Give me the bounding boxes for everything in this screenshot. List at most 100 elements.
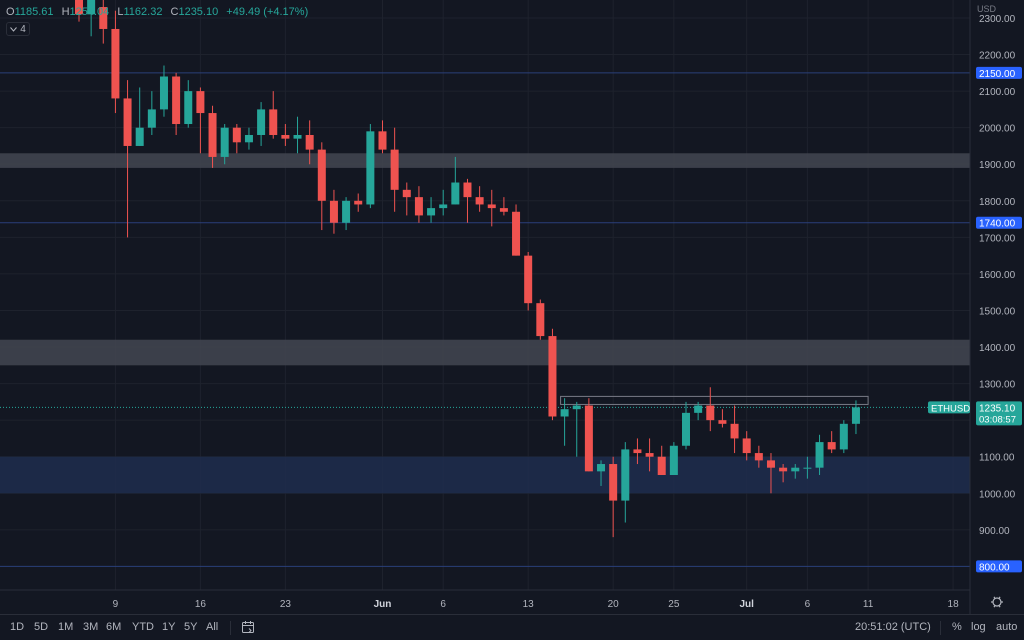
candle-body — [548, 336, 557, 417]
range-1d-button[interactable]: 1D — [10, 621, 25, 633]
chevron-down-icon — [10, 26, 18, 32]
candle-body — [293, 134, 302, 139]
candle — [244, 127, 253, 150]
candle — [730, 405, 739, 454]
price-label: 2150.00 — [979, 69, 1016, 80]
close-label: C — [170, 6, 179, 18]
candle-body — [414, 197, 423, 216]
candle-body — [827, 442, 836, 450]
collapse-indicators-button[interactable]: 4 — [6, 22, 30, 36]
candle-body — [657, 456, 666, 475]
candle-body — [184, 91, 193, 125]
candle — [766, 453, 775, 494]
candle-body — [536, 303, 545, 337]
candle — [390, 127, 399, 212]
low-label: L — [117, 6, 124, 18]
candle — [378, 120, 387, 154]
price-axis — [970, 0, 1024, 614]
x-tick-label: 23 — [280, 599, 292, 610]
candle — [184, 80, 193, 128]
bottom-toolbar: 1D 5D 1M 3M 6M YTD 1Y 5Y All 20:51:02 (U… — [0, 614, 1024, 640]
auto-scale-button[interactable]: auto — [996, 621, 1018, 633]
candle-body — [390, 149, 399, 190]
candle — [633, 438, 642, 465]
candle — [439, 189, 448, 216]
x-tick-label: 25 — [668, 599, 680, 610]
toolbar-divider — [940, 621, 941, 635]
x-tick-label: Jun — [374, 599, 392, 610]
candle-body — [427, 208, 436, 216]
candle-body — [244, 134, 253, 143]
candle-body — [232, 127, 241, 143]
x-tick-label: 9 — [113, 599, 119, 610]
calendar-icon[interactable] — [241, 620, 255, 634]
candle — [196, 87, 205, 154]
range-3m-button[interactable]: 3M — [83, 621, 99, 633]
x-tick-label: 16 — [195, 599, 207, 610]
candle — [451, 156, 460, 205]
candle-body — [220, 127, 229, 157]
candle — [402, 182, 411, 216]
candle-body — [159, 76, 168, 110]
candle-body — [597, 464, 606, 472]
candle-body — [75, 0, 83, 15]
candle-body — [147, 109, 156, 128]
candle-body — [451, 182, 460, 205]
candle-body — [572, 405, 581, 410]
candle — [548, 328, 557, 421]
open-value: 1185.61 — [14, 6, 54, 18]
gear-icon — [998, 596, 1001, 599]
log-scale-button[interactable]: log — [971, 621, 986, 633]
candle-body — [766, 460, 775, 468]
candle-body — [111, 28, 120, 99]
candle — [135, 87, 144, 146]
range-5y-button[interactable]: 5Y — [184, 621, 198, 633]
y-tick-label: 1300.00 — [979, 380, 1016, 391]
candle-body — [779, 467, 788, 472]
candle — [172, 72, 181, 135]
candle-body — [584, 405, 593, 472]
candle-body — [342, 200, 351, 223]
zone-band — [0, 456, 970, 494]
indicator-count: 4 — [20, 23, 26, 35]
candle-body — [718, 420, 727, 424]
candle — [75, 0, 83, 22]
candle — [779, 464, 788, 483]
candle — [524, 251, 533, 311]
candle-body — [706, 405, 715, 421]
percent-scale-button[interactable]: % — [952, 621, 962, 633]
candle-body — [378, 131, 387, 150]
candle — [99, 0, 108, 44]
range-ytd-button[interactable]: YTD — [132, 621, 154, 633]
gear-icon — [993, 605, 996, 608]
last-price-tag — [976, 401, 1022, 426]
candle — [645, 438, 654, 472]
candle — [572, 401, 581, 457]
clock-time[interactable]: 20:51:02 (UTC) — [855, 621, 931, 633]
x-tick-label: 13 — [523, 599, 535, 610]
range-all-button[interactable]: All — [206, 621, 219, 633]
gear-icon[interactable] — [991, 596, 1003, 608]
candle-body — [524, 255, 533, 304]
low-value: 1162.32 — [123, 6, 163, 18]
zone-band — [0, 153, 970, 168]
candle-body — [329, 200, 338, 223]
range-6m-button[interactable]: 6M — [106, 621, 122, 633]
price-label: 800.00 — [979, 562, 1010, 573]
candle-body — [208, 113, 217, 157]
candle — [366, 124, 375, 209]
candle — [463, 178, 472, 223]
candle-body — [682, 412, 690, 446]
range-5d-button[interactable]: 5D — [34, 621, 49, 633]
range-1y-button[interactable]: 1Y — [162, 621, 176, 633]
high-value: 1254.04 — [69, 6, 110, 18]
ohlc-legend: O1185.61 H1254.04 L1162.32 C1235.10 +49.… — [6, 6, 313, 18]
candle — [791, 464, 800, 479]
candle — [475, 186, 484, 212]
last-price-label: 1235.10 — [979, 403, 1016, 414]
candle — [220, 124, 229, 165]
range-1m-button[interactable]: 1M — [58, 621, 74, 633]
candle — [682, 401, 690, 450]
candle — [803, 456, 812, 479]
